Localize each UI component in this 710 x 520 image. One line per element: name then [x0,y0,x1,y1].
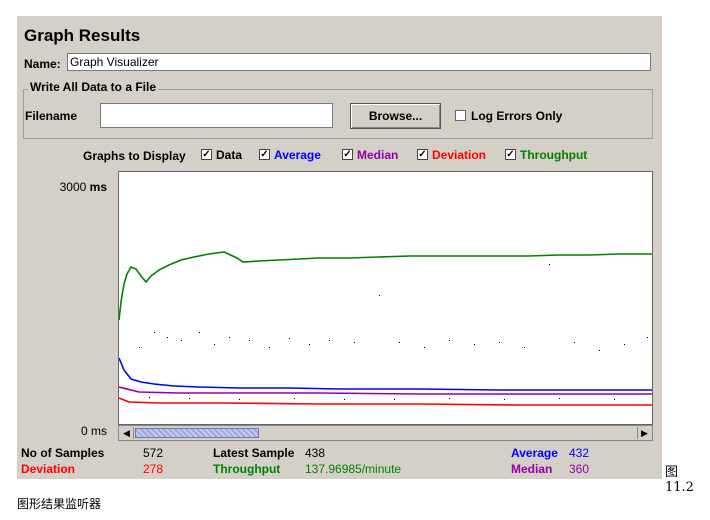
data-point [599,350,600,351]
throughput-checkbox-label: Throughput [520,148,588,162]
scroll-right-arrow-icon[interactable]: ▶ [637,427,651,439]
throughput-stat-label: Throughput [213,462,281,476]
data-point [449,398,450,399]
samples-label: No of Samples [21,446,105,460]
horizontal-scrollbar[interactable]: ◀ ▶ [118,425,653,441]
latest-sample-value: 438 [305,446,326,460]
throughput-stat-value: 137.96985/minute [305,462,402,476]
name-input[interactable] [67,53,651,71]
data-point [474,344,475,345]
deviation-checkbox[interactable]: ✓ [417,149,428,160]
filename-label: Filename [25,109,78,123]
average-checkbox-label: Average [274,148,321,162]
data-point [149,397,150,398]
data-point [379,295,380,296]
data-point [524,347,525,348]
data-point [189,398,190,399]
scroll-left-arrow-icon[interactable]: ◀ [120,427,134,439]
data-point [499,342,500,343]
browse-button[interactable]: Browse... [350,103,441,129]
data-point [199,332,200,333]
y-axis-max-value: 3000 [59,180,87,194]
throughput-checkbox[interactable]: ✓ [505,149,516,160]
data-point [549,264,550,265]
median-checkbox-label: Median [357,148,399,162]
deviation-checkbox-label: Deviation [432,148,487,162]
average-line [118,357,652,391]
median-stat-label: Median [511,462,553,476]
write-data-group [23,89,653,139]
latest-sample-label: Latest Sample [213,446,295,460]
median-line [118,386,652,395]
data-point [181,340,182,341]
average-stat-label: Average [511,446,558,460]
data-point [344,399,345,400]
samples-value: 572 [143,446,164,460]
data-point [289,338,290,339]
figure-title-caption: 图形结果监听器 [17,497,102,511]
deviation-line [118,397,652,406]
data-point [309,344,310,345]
data-point [167,337,168,338]
data-point [269,347,270,348]
median-stat-value: 360 [569,462,590,476]
data-point [154,332,155,333]
data-point [624,344,625,345]
y-axis-max-label: 3000 ms [27,180,107,194]
data-point [647,337,648,338]
median-checkbox[interactable]: ✓ [342,149,353,160]
data-point [239,399,240,400]
name-label: Name: [24,57,61,71]
data-point [424,347,425,348]
graph-svg [118,251,652,406]
data-point [399,342,400,343]
log-errors-checkbox[interactable] [455,110,466,121]
data-point [329,340,330,341]
panel-title: Graph Results [24,26,141,45]
data-point [294,398,295,399]
graph-results-panel: Graph Results Name: Write All Data to a … [17,16,662,479]
deviation-stat-label: Deviation [21,462,76,476]
data-point [394,399,395,400]
data-point [504,399,505,400]
data-checkbox-label: Data [216,148,243,162]
filename-input[interactable] [100,103,333,128]
average-stat-value: 432 [569,446,590,460]
data-point [249,340,250,341]
y-axis-max-unit: ms [89,180,107,194]
graphs-to-display-label: Graphs to Display [83,149,186,163]
data-point [139,347,140,348]
throughput-line [118,251,652,321]
log-errors-label: Log Errors Only [471,109,563,123]
deviation-stat-value: 278 [143,462,164,476]
y-axis-min-label: 0 ms [80,424,107,438]
average-checkbox[interactable]: ✓ [259,149,270,160]
data-point [229,337,230,338]
data-point [559,398,560,399]
data-point [449,340,450,341]
data-checkbox[interactable]: ✓ [201,149,212,160]
figure-number-caption: 图 11.2 [665,465,694,495]
scroll-thumb[interactable] [135,428,259,438]
write-data-group-title: Write All Data to a File [28,80,159,94]
data-point [574,342,575,343]
data-points [139,264,648,400]
data-point [214,344,215,345]
graph-plot-area [118,171,653,425]
data-point [354,342,355,343]
data-point [614,399,615,400]
